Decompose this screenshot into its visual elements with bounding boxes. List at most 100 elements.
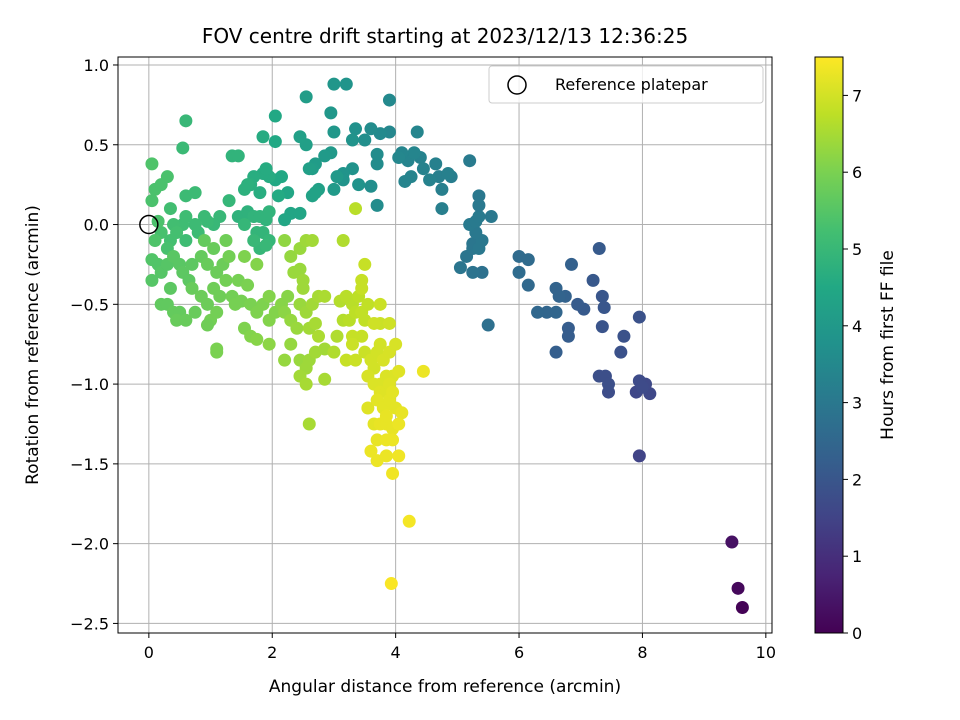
data-point (200, 297, 214, 311)
data-point (148, 233, 162, 247)
data-point (278, 353, 292, 367)
data-point (262, 205, 276, 219)
data-point (327, 345, 341, 359)
data-point (241, 278, 255, 292)
data-point (602, 377, 615, 391)
data-point (735, 600, 749, 614)
data-point (349, 122, 363, 136)
data-point (635, 380, 649, 394)
data-point (296, 273, 310, 287)
data-point (370, 147, 384, 161)
data-point (312, 329, 326, 343)
data-point (731, 581, 745, 595)
data-point (597, 301, 611, 315)
data-point (327, 77, 341, 91)
data-point (185, 281, 199, 295)
x-tick-label: 2 (267, 643, 277, 662)
data-point (268, 109, 282, 123)
data-point (318, 149, 332, 163)
chart-title: FOV centre drift starting at 2023/12/13 … (202, 24, 688, 48)
data-point (373, 297, 387, 311)
data-point (302, 417, 316, 431)
data-point (185, 257, 199, 271)
data-point (386, 385, 400, 399)
data-point (336, 233, 350, 247)
data-point (531, 305, 545, 319)
data-point (237, 182, 251, 196)
y-tick-label: 0.5 (84, 136, 109, 155)
data-point (299, 90, 313, 104)
legend-marker-open-circle (507, 75, 527, 95)
data-point (416, 364, 430, 378)
data-point (429, 157, 443, 171)
y-tick-label: −1.0 (70, 375, 109, 394)
data-point (327, 182, 341, 196)
data-point (402, 514, 416, 528)
data-point (389, 337, 403, 351)
data-point (370, 157, 384, 171)
data-point (564, 257, 578, 271)
data-points (145, 77, 749, 614)
data-point (210, 345, 224, 359)
data-point (481, 318, 495, 332)
data-point (299, 377, 313, 391)
data-point (392, 151, 406, 165)
data-point (219, 273, 233, 287)
data-point (284, 337, 298, 351)
data-point (250, 332, 264, 346)
colorbar-tick-label: 1 (852, 547, 862, 566)
data-point (386, 433, 400, 447)
colorbar-tick-label: 6 (852, 163, 862, 182)
data-point (308, 186, 322, 200)
legend-label: Reference platepar (555, 75, 708, 94)
x-tick-label: 8 (637, 643, 647, 662)
data-point (373, 337, 387, 351)
data-point (475, 265, 489, 279)
data-point (392, 417, 406, 431)
data-point (632, 449, 646, 463)
data-point (207, 241, 221, 255)
data-point (247, 233, 261, 247)
data-point (382, 316, 396, 330)
x-tick-label: 10 (756, 643, 776, 662)
data-point (358, 133, 372, 147)
data-point (358, 257, 372, 271)
data-point (237, 249, 251, 263)
data-point (361, 401, 375, 415)
data-point (370, 433, 384, 447)
data-point (145, 157, 159, 171)
data-point (472, 189, 486, 203)
data-point (200, 318, 214, 332)
data-point (330, 329, 344, 343)
data-point (472, 210, 486, 224)
data-point (345, 337, 359, 351)
data-point (386, 466, 400, 480)
plot-frame (117, 56, 773, 634)
data-point (463, 154, 477, 168)
data-point (512, 265, 526, 279)
colorbar-ticks: 0 1 2 3 4 5 6 7 (843, 86, 862, 643)
data-point (339, 77, 353, 91)
data-point (302, 162, 316, 176)
y-tick-label: −0.5 (70, 295, 109, 314)
data-point (262, 337, 276, 351)
data-point (410, 125, 424, 139)
data-point (160, 170, 174, 184)
data-point (361, 297, 375, 311)
data-point (256, 130, 270, 144)
y-tick-label: −2.5 (70, 614, 109, 633)
data-point (725, 535, 739, 549)
data-point (179, 233, 193, 247)
data-point (423, 173, 437, 187)
data-point (179, 114, 193, 128)
data-point (145, 194, 159, 208)
data-point (407, 146, 421, 160)
data-point (281, 289, 295, 303)
data-point (271, 189, 285, 203)
reference-marker (139, 214, 159, 235)
data-point (549, 305, 563, 319)
data-point (379, 409, 393, 423)
data-point (179, 313, 193, 327)
data-point (179, 210, 193, 224)
